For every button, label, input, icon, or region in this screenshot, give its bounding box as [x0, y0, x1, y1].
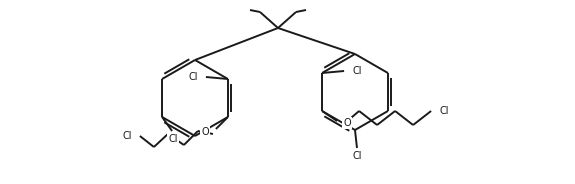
Text: Cl: Cl — [168, 134, 178, 144]
Text: O: O — [343, 118, 351, 128]
Text: Cl: Cl — [352, 151, 362, 161]
Text: O: O — [201, 127, 209, 137]
Text: Cl: Cl — [122, 131, 132, 141]
Text: Cl: Cl — [439, 106, 448, 116]
Text: Cl: Cl — [352, 66, 362, 76]
Text: Cl: Cl — [189, 72, 198, 82]
